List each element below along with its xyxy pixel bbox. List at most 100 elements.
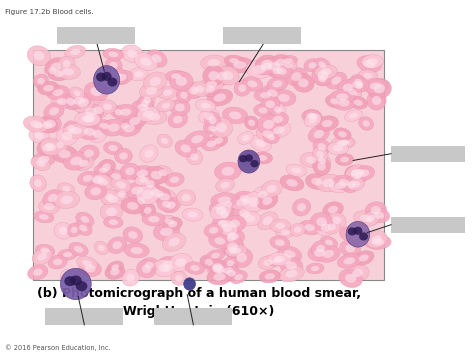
Ellipse shape (27, 265, 48, 280)
Ellipse shape (94, 165, 113, 176)
Ellipse shape (339, 269, 363, 288)
Ellipse shape (201, 103, 210, 109)
Ellipse shape (278, 94, 290, 102)
Ellipse shape (318, 76, 327, 82)
Ellipse shape (110, 268, 119, 275)
Ellipse shape (56, 127, 78, 146)
Ellipse shape (294, 226, 301, 233)
Ellipse shape (224, 55, 244, 66)
Ellipse shape (258, 191, 268, 198)
Ellipse shape (163, 90, 173, 96)
Ellipse shape (143, 72, 167, 91)
Ellipse shape (346, 231, 366, 244)
Ellipse shape (201, 82, 219, 97)
Ellipse shape (173, 115, 182, 124)
Ellipse shape (308, 125, 329, 143)
Ellipse shape (84, 149, 94, 158)
Ellipse shape (222, 228, 245, 244)
Ellipse shape (220, 182, 229, 189)
Ellipse shape (164, 218, 174, 225)
Ellipse shape (112, 241, 122, 249)
Ellipse shape (140, 145, 158, 162)
Ellipse shape (325, 240, 333, 246)
Ellipse shape (100, 202, 123, 221)
Ellipse shape (278, 246, 302, 262)
Ellipse shape (221, 224, 232, 232)
Ellipse shape (72, 93, 94, 113)
Ellipse shape (46, 86, 69, 100)
Ellipse shape (109, 70, 133, 85)
Ellipse shape (221, 238, 244, 255)
Ellipse shape (177, 190, 196, 206)
Ellipse shape (274, 256, 285, 262)
Ellipse shape (366, 231, 387, 248)
Ellipse shape (243, 192, 264, 212)
Ellipse shape (101, 119, 126, 136)
Ellipse shape (301, 109, 321, 122)
Ellipse shape (337, 140, 348, 146)
Ellipse shape (272, 89, 296, 106)
Ellipse shape (364, 235, 391, 250)
Ellipse shape (122, 269, 139, 286)
Ellipse shape (279, 266, 304, 282)
Ellipse shape (145, 166, 168, 184)
Ellipse shape (363, 78, 387, 93)
Ellipse shape (213, 264, 225, 273)
Ellipse shape (175, 76, 187, 86)
Ellipse shape (216, 122, 227, 132)
Ellipse shape (275, 223, 285, 229)
Ellipse shape (317, 151, 324, 158)
Ellipse shape (267, 89, 278, 97)
Ellipse shape (168, 237, 180, 246)
Ellipse shape (335, 182, 346, 189)
Ellipse shape (366, 215, 375, 222)
Ellipse shape (363, 120, 370, 127)
Ellipse shape (99, 168, 108, 173)
Ellipse shape (323, 202, 343, 217)
Ellipse shape (299, 220, 320, 235)
Ellipse shape (148, 113, 160, 121)
Ellipse shape (46, 143, 56, 151)
Ellipse shape (109, 62, 118, 70)
Ellipse shape (32, 152, 55, 167)
Ellipse shape (175, 258, 186, 267)
Ellipse shape (313, 154, 331, 167)
Ellipse shape (34, 132, 44, 139)
Ellipse shape (137, 260, 156, 278)
Ellipse shape (56, 98, 67, 105)
Ellipse shape (261, 63, 272, 71)
Ellipse shape (239, 155, 247, 162)
Ellipse shape (351, 169, 361, 176)
Ellipse shape (345, 230, 356, 237)
Ellipse shape (283, 58, 292, 64)
Ellipse shape (290, 223, 306, 236)
Ellipse shape (233, 61, 246, 69)
Ellipse shape (235, 191, 255, 206)
Ellipse shape (338, 131, 346, 137)
Ellipse shape (78, 104, 104, 120)
Ellipse shape (340, 157, 349, 163)
Ellipse shape (325, 95, 343, 108)
Ellipse shape (78, 98, 89, 108)
Ellipse shape (372, 96, 381, 105)
Ellipse shape (157, 256, 177, 271)
Ellipse shape (157, 100, 175, 112)
Ellipse shape (130, 165, 155, 181)
Ellipse shape (105, 193, 114, 201)
Ellipse shape (144, 207, 152, 214)
Ellipse shape (343, 86, 362, 99)
Ellipse shape (165, 173, 184, 187)
Ellipse shape (207, 260, 231, 278)
Ellipse shape (63, 68, 74, 76)
Ellipse shape (111, 178, 131, 192)
Ellipse shape (105, 58, 122, 74)
Ellipse shape (44, 103, 64, 120)
Ellipse shape (268, 252, 292, 266)
Ellipse shape (48, 255, 67, 269)
Ellipse shape (109, 219, 118, 225)
Ellipse shape (109, 51, 118, 57)
Ellipse shape (189, 87, 198, 94)
Ellipse shape (66, 93, 92, 109)
Ellipse shape (280, 257, 303, 274)
Ellipse shape (137, 197, 146, 204)
